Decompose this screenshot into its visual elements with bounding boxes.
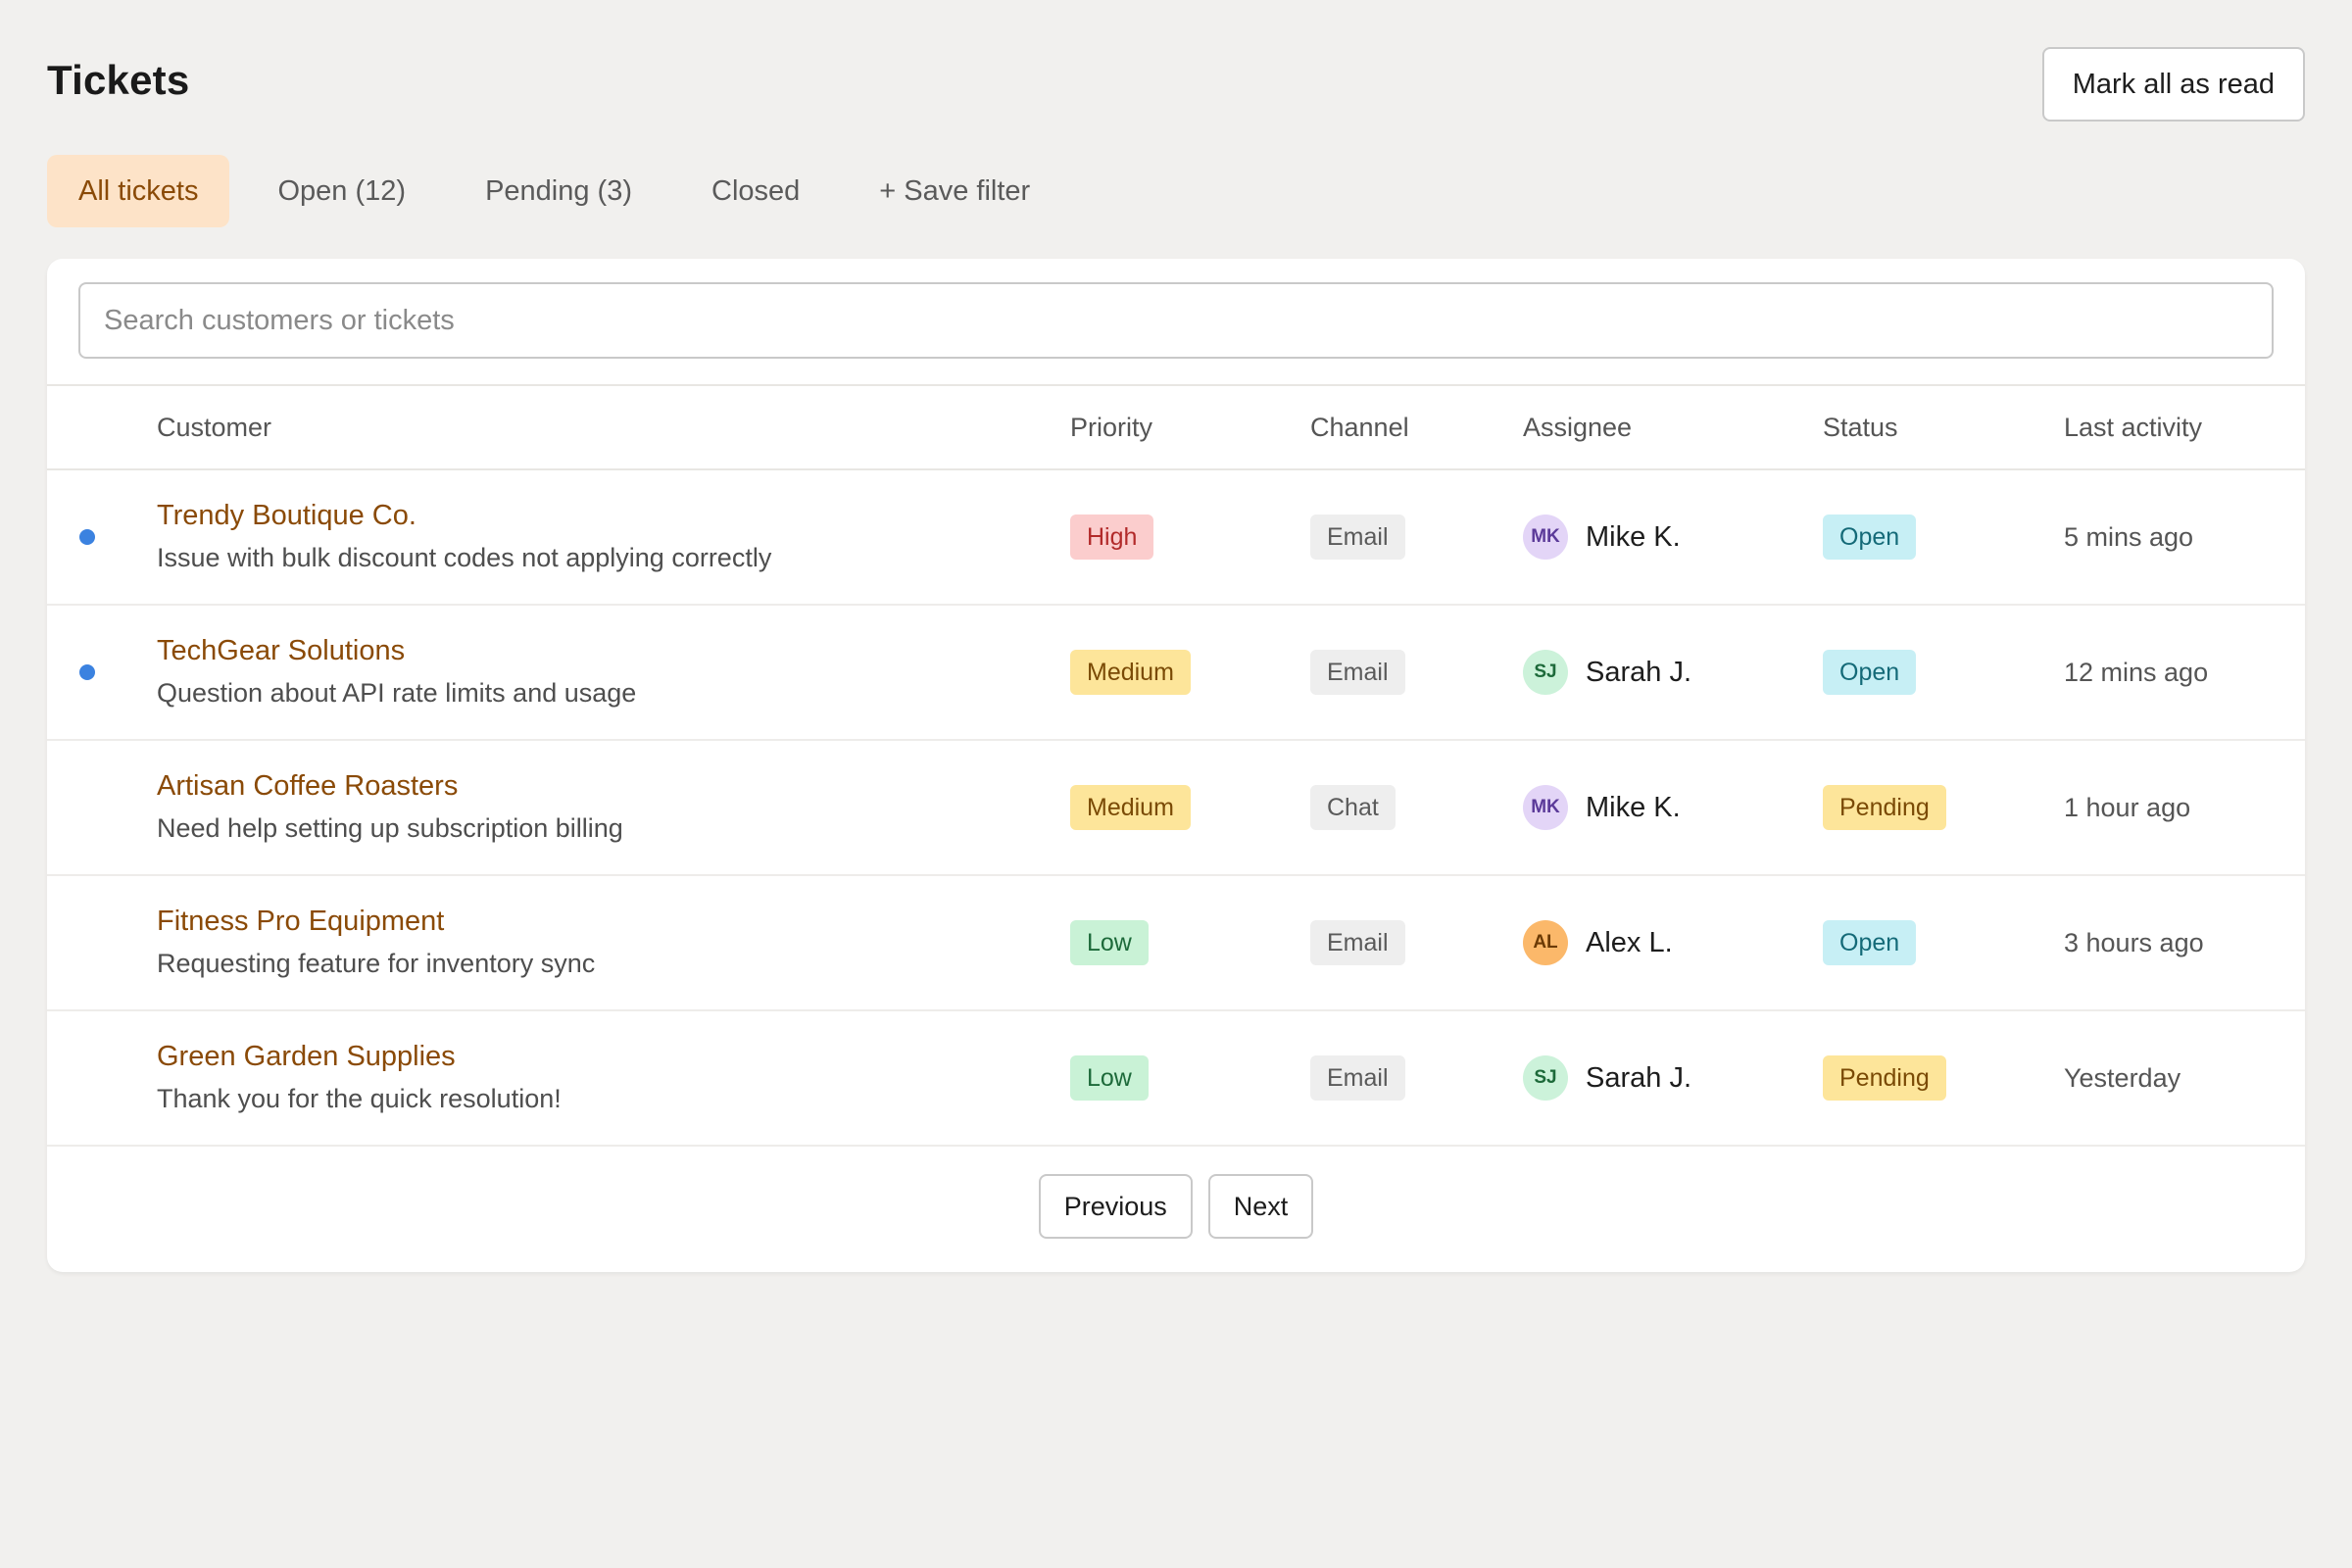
customer-name-link[interactable]: Fitness Pro Equipment xyxy=(157,906,445,937)
last-activity: 1 hour ago xyxy=(2064,792,2191,822)
table-row[interactable]: Fitness Pro Equipment Requesting feature… xyxy=(47,876,2305,1011)
assignee-cell: SJ Sarah J. xyxy=(1523,606,1691,739)
customer-name-link[interactable]: Artisan Coffee Roasters xyxy=(157,770,459,802)
unread-dot-icon xyxy=(79,529,95,545)
page-title: Tickets xyxy=(47,57,190,103)
status-badge: Open xyxy=(1823,650,1917,695)
channel-cell: Email xyxy=(1310,606,1405,739)
customer-name-link[interactable]: Trendy Boutique Co. xyxy=(157,500,416,531)
assignee-name: Alex L. xyxy=(1586,926,1673,958)
table-row[interactable]: TechGear Solutions Question about API ra… xyxy=(47,606,2305,741)
channel-badge: Chat xyxy=(1310,785,1396,830)
table-body: Trendy Boutique Co. Issue with bulk disc… xyxy=(47,470,2305,1147)
last-activity: 3 hours ago xyxy=(2064,927,2204,957)
last-activity-cell: 3 hours ago xyxy=(2064,876,2204,1009)
channel-cell: Chat xyxy=(1310,741,1396,874)
channel-cell: Email xyxy=(1310,1011,1405,1145)
assignee-cell: MK Mike K. xyxy=(1523,470,1681,604)
tickets-page: Tickets Mark all as read All tickets Ope… xyxy=(47,0,2305,1272)
ticket-subject: Need help setting up subscription billin… xyxy=(157,813,623,843)
tab-open[interactable]: Open (12) xyxy=(277,174,407,207)
channel-cell: Email xyxy=(1310,876,1405,1009)
status-badge: Pending xyxy=(1823,785,1946,830)
assignee-name: Mike K. xyxy=(1586,791,1681,823)
ticket-subject: Question about API rate limits and usage xyxy=(157,678,637,708)
priority-badge: Low xyxy=(1070,920,1149,965)
table-row[interactable]: Artisan Coffee Roasters Need help settin… xyxy=(47,741,2305,876)
priority-cell: Medium xyxy=(1070,606,1191,739)
priority-cell: Medium xyxy=(1070,741,1191,874)
assignee-name: Sarah J. xyxy=(1586,656,1691,688)
last-activity-cell: 1 hour ago xyxy=(2064,741,2190,874)
mark-all-read-button[interactable]: Mark all as read xyxy=(2041,47,2305,122)
status-cell: Open xyxy=(1823,470,1917,604)
table-row[interactable]: Trendy Boutique Co. Issue with bulk disc… xyxy=(47,470,2305,606)
column-header-last-activity[interactable]: Last activity xyxy=(2064,412,2203,442)
status-cell: Pending xyxy=(1823,1011,1946,1145)
assignee-cell: SJ Sarah J. xyxy=(1523,1011,1691,1145)
pagination: Previous Next xyxy=(47,1172,2305,1241)
priority-cell: High xyxy=(1070,470,1154,604)
assignee-cell: MK Mike K. xyxy=(1523,741,1681,874)
column-header-channel[interactable]: Channel xyxy=(1310,412,1409,442)
avatar: SJ xyxy=(1523,650,1568,695)
assignee-cell: AL Alex L. xyxy=(1523,876,1673,1009)
next-page-button[interactable]: Next xyxy=(1207,1174,1314,1239)
table-row[interactable]: Green Garden Supplies Thank you for the … xyxy=(47,1011,2305,1147)
customer-name-link[interactable]: Green Garden Supplies xyxy=(157,1041,456,1072)
assignee-name: Sarah J. xyxy=(1586,1061,1691,1094)
channel-cell: Email xyxy=(1310,470,1405,604)
unread-dot-icon xyxy=(79,664,95,680)
table-header: Customer Priority Channel Assignee Statu… xyxy=(47,386,2305,470)
status-badge: Open xyxy=(1823,920,1917,965)
last-activity-cell: Yesterday xyxy=(2064,1011,2180,1145)
customer-name-link[interactable]: TechGear Solutions xyxy=(157,635,406,666)
previous-page-button[interactable]: Previous xyxy=(1038,1174,1193,1239)
channel-badge: Email xyxy=(1310,920,1405,965)
status-cell: Pending xyxy=(1823,741,1946,874)
column-header-status[interactable]: Status xyxy=(1823,412,1898,442)
last-activity: 12 mins ago xyxy=(2064,657,2209,687)
tab-pending[interactable]: Pending (3) xyxy=(485,174,632,207)
tab-closed[interactable]: Closed xyxy=(711,174,801,207)
status-badge: Open xyxy=(1823,514,1917,560)
channel-badge: Email xyxy=(1310,514,1405,560)
tab-all-tickets[interactable]: All tickets xyxy=(47,155,230,227)
column-header-customer[interactable]: Customer xyxy=(157,412,272,442)
column-header-assignee[interactable]: Assignee xyxy=(1523,412,1633,442)
column-header-priority[interactable]: Priority xyxy=(1070,412,1153,442)
tickets-card: Customer Priority Channel Assignee Statu… xyxy=(47,259,2305,1272)
priority-badge: Low xyxy=(1070,1055,1149,1101)
channel-badge: Email xyxy=(1310,1055,1405,1101)
assignee-name: Mike K. xyxy=(1586,520,1681,553)
page-header: Tickets Mark all as read All tickets Ope… xyxy=(47,0,2305,227)
channel-badge: Email xyxy=(1310,650,1405,695)
save-filter-button[interactable]: + Save filter xyxy=(879,174,1031,207)
status-cell: Open xyxy=(1823,876,1917,1009)
search-bar xyxy=(47,259,2305,386)
last-activity-cell: 12 mins ago xyxy=(2064,606,2208,739)
priority-badge: Medium xyxy=(1070,785,1191,830)
last-activity-cell: 5 mins ago xyxy=(2064,470,2193,604)
last-activity: Yesterday xyxy=(2064,1062,2181,1093)
priority-badge: Medium xyxy=(1070,650,1191,695)
last-activity: 5 mins ago xyxy=(2064,521,2194,552)
priority-cell: Low xyxy=(1070,1011,1149,1145)
search-input[interactable] xyxy=(78,282,2274,359)
status-badge: Pending xyxy=(1823,1055,1946,1101)
avatar: MK xyxy=(1523,514,1568,560)
filter-tabs: All tickets Open (12) Pending (3) Closed… xyxy=(47,155,1078,227)
ticket-subject: Issue with bulk discount codes not apply… xyxy=(157,543,772,572)
avatar: MK xyxy=(1523,785,1568,830)
avatar: AL xyxy=(1523,920,1568,965)
avatar: SJ xyxy=(1523,1055,1568,1101)
ticket-subject: Thank you for the quick resolution! xyxy=(157,1084,562,1113)
priority-cell: Low xyxy=(1070,876,1149,1009)
ticket-subject: Requesting feature for inventory sync xyxy=(157,949,596,978)
priority-badge: High xyxy=(1070,514,1154,560)
status-cell: Open xyxy=(1823,606,1917,739)
